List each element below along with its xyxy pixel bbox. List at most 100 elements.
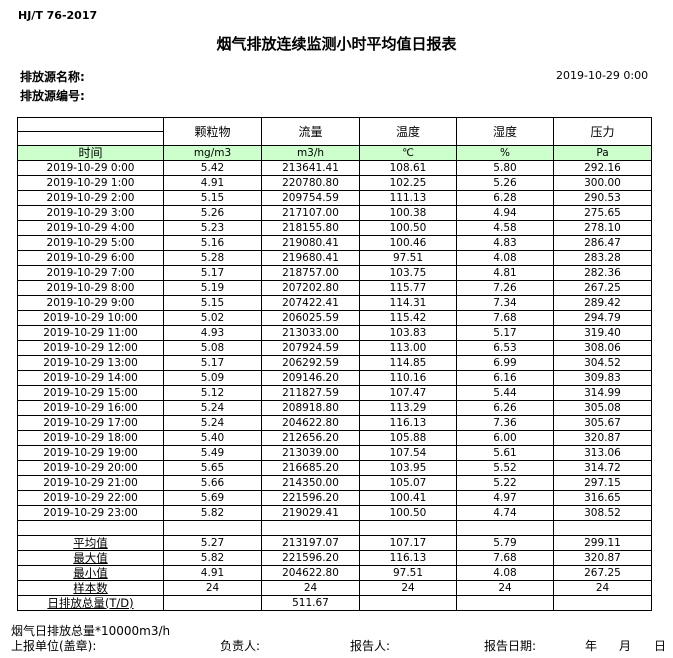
table-cell: 4.08 xyxy=(456,250,554,266)
table-cell: 208918.80 xyxy=(261,400,360,416)
table-row: 2019-10-29 19:00 5.49 213039.00 107.54 5.61 3… xyxy=(17,445,652,461)
row-label: 最小值 xyxy=(17,564,164,581)
table-cell: 100.50 xyxy=(359,220,457,236)
table-cell: 214350.00 xyxy=(261,475,360,491)
summary-row: 平均值 5.27 213197.07 107.17 5.79 299.11 xyxy=(17,534,652,551)
table-cell: 5.26 xyxy=(456,175,554,191)
reporter-label: 报告人: xyxy=(350,639,391,653)
row-label: 2019-10-29 6:00 xyxy=(17,250,164,266)
table-cell: 5.17 xyxy=(163,265,262,281)
table-cell: 5.42 xyxy=(163,160,262,176)
table-cell: 6.28 xyxy=(456,190,554,206)
table-cell: 6.53 xyxy=(456,340,554,356)
table-cell: 4.08 xyxy=(456,564,554,581)
table-cell: 4.91 xyxy=(163,564,262,581)
table-cell: 97.51 xyxy=(359,564,457,581)
table-cell: 24 xyxy=(359,579,457,596)
table-cell: 116.13 xyxy=(359,549,457,566)
table-cell: 308.06 xyxy=(553,340,652,356)
table-row: 2019-10-29 18:00 5.40 212656.20 105.88 6.00 3… xyxy=(17,430,652,446)
table-cell: 5.26 xyxy=(163,205,262,221)
row-label: 2019-10-29 7:00 xyxy=(17,265,164,281)
table-cell: 319.40 xyxy=(553,325,652,341)
source-name-label: 排放源名称: xyxy=(20,70,85,84)
table-cell: 5.28 xyxy=(163,250,262,266)
table-cell: 219680.41 xyxy=(261,250,360,266)
row-label: 2019-10-29 1:00 xyxy=(17,175,164,191)
table-cell: 4.91 xyxy=(163,175,262,191)
table-cell: 5.40 xyxy=(163,430,262,446)
table-cell: 206025.59 xyxy=(261,310,360,326)
table-cell: 305.67 xyxy=(553,415,652,431)
table-cell: 5.66 xyxy=(163,475,262,491)
table-cell xyxy=(359,594,457,611)
summary-row: 最小值 4.91 204622.80 97.51 4.08 267.25 xyxy=(17,564,652,581)
table-cell: 5.52 xyxy=(456,460,554,476)
table-cell: 5.22 xyxy=(456,475,554,491)
table-cell: 213197.07 xyxy=(261,534,360,551)
table-cell: 4.93 xyxy=(163,325,262,341)
table-cell: 207202.80 xyxy=(261,280,360,296)
report-title: 烟气排放连续监测小时平均值日报表 xyxy=(216,35,457,53)
table-cell: 313.06 xyxy=(553,445,652,461)
table-cell: 314.99 xyxy=(553,385,652,401)
table-cell: 7.36 xyxy=(456,415,554,431)
table-cell: 111.13 xyxy=(359,190,457,206)
table-cell: 100.38 xyxy=(359,205,457,221)
table-cell: 100.50 xyxy=(359,505,457,521)
summary-row: 最大值 5.82 221596.20 116.13 7.68 320.87 xyxy=(17,549,652,566)
table-cell: 5.49 xyxy=(163,445,262,461)
table-cell: 218155.80 xyxy=(261,220,360,236)
table-row: 2019-10-29 8:00 5.19 207202.80 115.77 7.26 26… xyxy=(17,280,652,296)
table-cell: 105.88 xyxy=(359,430,457,446)
table-row: 2019-10-29 3:00 5.26 217107.00 100.38 4.94 27… xyxy=(17,205,652,221)
table-cell: 309.83 xyxy=(553,370,652,386)
table-cell: 314.72 xyxy=(553,460,652,476)
table-cell: 115.77 xyxy=(359,280,457,296)
table-cell: 305.08 xyxy=(553,400,652,416)
table-cell: 209146.20 xyxy=(261,370,360,386)
table-cell: 282.36 xyxy=(553,265,652,281)
table-cell: 100.41 xyxy=(359,490,457,506)
time-header: 时间 xyxy=(17,145,164,161)
table-row: 2019-10-29 6:00 5.28 219680.41 97.51 4.08 283… xyxy=(17,250,652,266)
table-cell: 278.10 xyxy=(553,220,652,236)
table-cell xyxy=(456,520,554,536)
table-row: 2019-10-29 13:00 5.17 206292.59 114.85 6.99 3… xyxy=(17,355,652,371)
table-cell: 100.46 xyxy=(359,235,457,251)
table-cell: 211827.59 xyxy=(261,385,360,401)
unit-cell: m3/h xyxy=(261,145,360,161)
table-cell: 5.17 xyxy=(163,355,262,371)
table-cell: 7.26 xyxy=(456,280,554,296)
row-label xyxy=(17,520,164,536)
row-label: 2019-10-29 5:00 xyxy=(17,235,164,251)
reporting-unit-label: 上报单位(盖章): xyxy=(11,639,97,653)
table-cell: 7.68 xyxy=(456,549,554,566)
table-cell: 5.09 xyxy=(163,370,262,386)
table-row: 2019-10-29 17:00 5.24 204622.80 116.13 7.36 3… xyxy=(17,415,652,431)
row-label: 2019-10-29 18:00 xyxy=(17,430,164,446)
table-cell: 216685.20 xyxy=(261,460,360,476)
table-cell: 5.19 xyxy=(163,280,262,296)
table-cell: 292.16 xyxy=(553,160,652,176)
table-cell: 113.00 xyxy=(359,340,457,356)
unit-cell: Pa xyxy=(553,145,652,161)
table-cell: 24 xyxy=(261,579,360,596)
table-cell: 213033.00 xyxy=(261,325,360,341)
table-cell: 102.25 xyxy=(359,175,457,191)
table-cell: 6.99 xyxy=(456,355,554,371)
table-cell: 221596.20 xyxy=(261,549,360,566)
empty-row xyxy=(17,520,652,536)
table-row: 2019-10-29 15:00 5.12 211827.59 107.47 5.44 3… xyxy=(17,385,652,401)
table-cell: 7.34 xyxy=(456,295,554,311)
table-row: 2019-10-29 7:00 5.17 218757.00 103.75 4.81 28… xyxy=(17,265,652,281)
table-cell: 5.65 xyxy=(163,460,262,476)
table-row: 2019-10-29 10:00 5.02 206025.59 115.42 7.68 2… xyxy=(17,310,652,326)
table-cell: 290.53 xyxy=(553,190,652,206)
table-cell: 304.52 xyxy=(553,355,652,371)
report-date-label: 报告日期: xyxy=(484,639,537,653)
table-cell: 320.87 xyxy=(553,549,652,566)
table-cell: 219080.41 xyxy=(261,235,360,251)
row-label: 2019-10-29 19:00 xyxy=(17,445,164,461)
row-label: 2019-10-29 14:00 xyxy=(17,370,164,386)
